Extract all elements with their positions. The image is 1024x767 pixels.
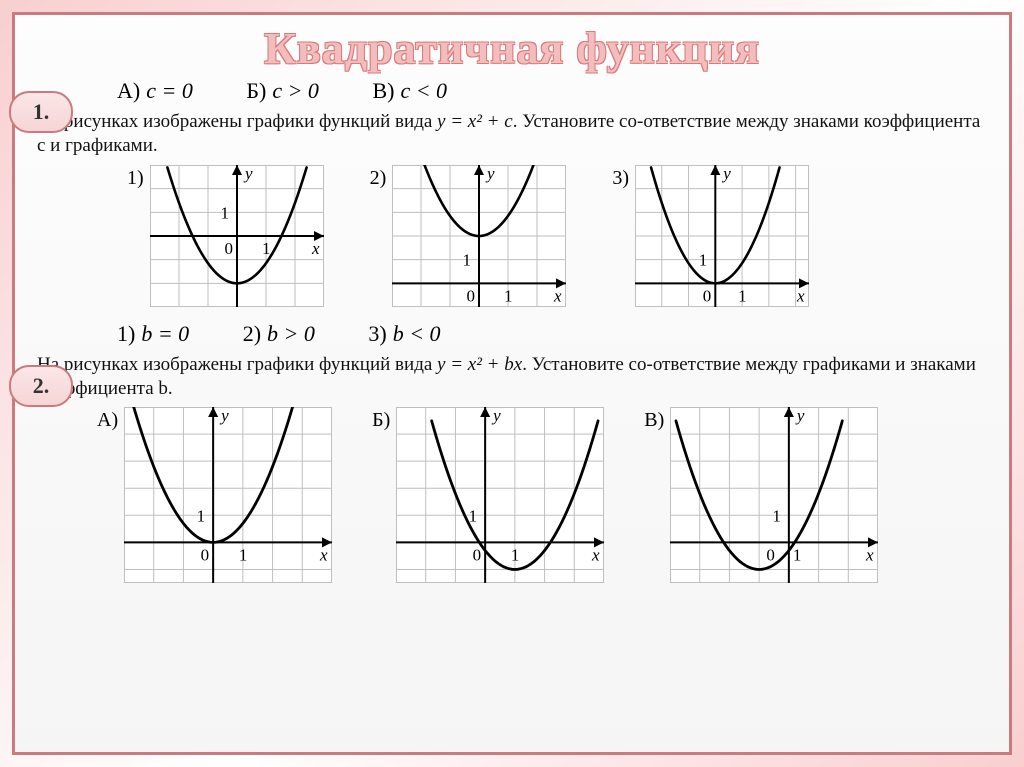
- problem-badge-1: 1.: [9, 91, 73, 133]
- graph-unit: 3) y x 0 1 1: [612, 165, 809, 307]
- problem1-options: А)c = 0 Б)c > 0 В)c < 0: [117, 78, 987, 104]
- problem-badge-2: 2.: [9, 365, 73, 407]
- svg-text:0: 0: [473, 546, 482, 565]
- svg-text:1: 1: [469, 507, 478, 526]
- svg-text:y: y: [243, 165, 253, 183]
- svg-text:1: 1: [262, 239, 271, 258]
- opt-expr: b = 0: [141, 321, 189, 346]
- graph-label: 3): [612, 167, 629, 190]
- svg-text:1: 1: [699, 250, 708, 269]
- svg-text:y: y: [491, 407, 501, 425]
- desc-prefix: На рисунках изображены графики функций в…: [37, 354, 437, 375]
- problem2-graphs: А) yx011 Б) yx011 В) yx011: [97, 407, 987, 583]
- svg-text:y: y: [485, 165, 495, 183]
- svg-text:1: 1: [239, 546, 248, 565]
- graph-label: А): [97, 409, 118, 432]
- svg-text:1: 1: [463, 250, 472, 269]
- opt-expr: b < 0: [393, 321, 441, 346]
- opt-label: 3): [368, 321, 386, 346]
- svg-text:0: 0: [224, 239, 233, 258]
- svg-text:1: 1: [504, 286, 513, 305]
- graph-svg: y x 0 1 1: [635, 165, 809, 307]
- svg-text:0: 0: [703, 286, 712, 305]
- desc-equation: y = x² + bx: [437, 354, 522, 375]
- graph-unit: 1) y x 0 1 1: [127, 165, 324, 307]
- svg-text:x: x: [319, 546, 328, 565]
- svg-text:y: y: [795, 407, 805, 425]
- opt-expr: c = 0: [146, 78, 193, 103]
- desc-equation: y = x² + c: [437, 111, 513, 132]
- opt-label: 1): [117, 321, 135, 346]
- svg-text:1: 1: [511, 546, 519, 565]
- svg-text:x: x: [796, 286, 805, 305]
- opt-expr: c < 0: [400, 78, 447, 103]
- opt-label: Б): [246, 78, 266, 103]
- graph-unit: А) y x 0 1 1: [97, 407, 332, 583]
- opt-label: В): [372, 78, 394, 103]
- svg-text:1: 1: [220, 203, 229, 222]
- svg-text:x: x: [311, 239, 320, 258]
- graph-label: 2): [370, 167, 387, 190]
- svg-text:0: 0: [467, 286, 476, 305]
- graph-svg: y x 0 1 1: [396, 407, 604, 583]
- badge-label: 2.: [33, 373, 50, 399]
- badge-label: 1.: [33, 99, 50, 125]
- slide-outer: Квадратичная функция 1. А)c = 0 Б)c > 0 …: [0, 0, 1024, 767]
- opt-expr: b > 0: [267, 321, 315, 346]
- graph-unit: В) yx011: [644, 407, 878, 583]
- desc-prefix: На рисунках изображены графики функций в…: [37, 111, 437, 132]
- graph-label: В): [644, 409, 664, 432]
- page-title: Квадратичная функция: [37, 23, 987, 74]
- svg-text:1: 1: [738, 286, 747, 305]
- graph-label: 1): [127, 167, 144, 190]
- svg-text:y: y: [219, 407, 229, 425]
- svg-text:y: y: [721, 165, 731, 183]
- svg-text:0: 0: [767, 546, 776, 565]
- svg-text:0: 0: [201, 546, 210, 565]
- graph-unit: Б) y x 0 1 1: [372, 407, 604, 583]
- svg-text:1: 1: [773, 507, 782, 526]
- graph-unit: 2) y x 0 1 1: [370, 165, 567, 307]
- graph-svg: y x 0 1 1: [392, 165, 566, 307]
- graph-svg: y x 0 1 1: [124, 407, 332, 583]
- svg-text:x: x: [591, 546, 600, 565]
- svg-text:x: x: [553, 286, 562, 305]
- opt-label: 2): [243, 321, 261, 346]
- graph-label: Б): [372, 409, 390, 432]
- svg-text:1: 1: [793, 546, 802, 565]
- svg-text:x: x: [865, 546, 874, 565]
- opt-label: А): [117, 78, 140, 103]
- svg-text:1: 1: [197, 507, 206, 526]
- slide-frame: Квадратичная функция 1. А)c = 0 Б)c > 0 …: [12, 12, 1012, 755]
- problem1-graphs: 1) y x 0 1 1 2) y x 0 1 1 3) y x 0 1 1: [127, 165, 987, 307]
- graph-svg: y x 0 1 1: [150, 165, 324, 307]
- problem2-description: На рисунках изображены графики функций в…: [37, 353, 987, 402]
- opt-expr: c > 0: [272, 78, 319, 103]
- problem1-description: На рисунках изображены графики функций в…: [37, 110, 987, 159]
- graph-svg: yx011: [670, 407, 878, 583]
- problem2-options: 1)b = 0 2)b > 0 3) b < 0: [117, 321, 987, 347]
